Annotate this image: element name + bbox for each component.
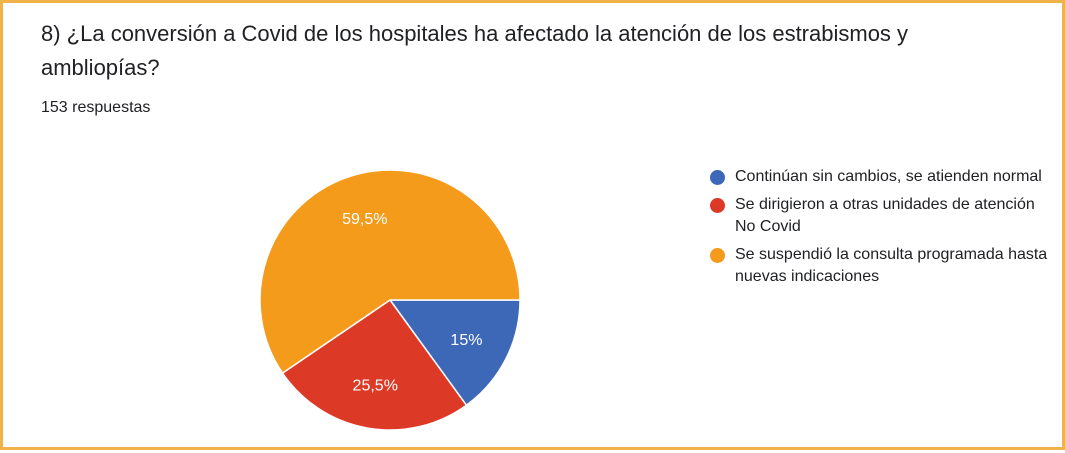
pie-chart: 15% 25,5% 59,5% xyxy=(259,169,521,431)
legend-item: Se suspendió la consulta programada hast… xyxy=(710,244,1050,288)
legend-swatch xyxy=(710,170,725,185)
pie-slice xyxy=(259,169,521,375)
legend-swatch xyxy=(710,248,725,263)
slice-label: 25,5% xyxy=(353,378,398,395)
legend-label: Se suspendió la consulta programada hast… xyxy=(735,246,1048,285)
pie-slice xyxy=(388,299,521,407)
pie-slice xyxy=(281,298,468,431)
legend-label: Continúan sin cambios, se atienden norma… xyxy=(735,168,1042,185)
legend-swatch xyxy=(710,198,725,213)
slice-label: 15% xyxy=(450,332,482,349)
legend-item: Continúan sin cambios, se atienden norma… xyxy=(710,166,1050,188)
legend-item: Se dirigieron a otras unidades de atenci… xyxy=(710,194,1050,238)
slice-label: 59,5% xyxy=(342,211,387,228)
chart-legend: Continúan sin cambios, se atienden norma… xyxy=(710,166,1050,294)
question-title: 8) ¿La conversión a Covid de los hospita… xyxy=(41,21,909,80)
legend-label: Se dirigieron a otras unidades de atenci… xyxy=(735,196,1035,235)
response-count: 153 respuestas xyxy=(41,99,151,116)
